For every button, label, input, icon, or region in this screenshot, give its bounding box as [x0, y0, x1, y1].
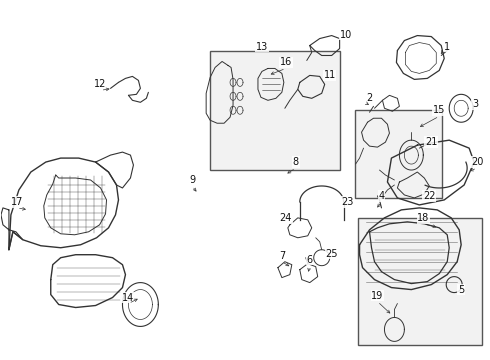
- Text: 13: 13: [256, 41, 268, 51]
- Text: 5: 5: [458, 284, 465, 294]
- Bar: [210, 50, 340, 170]
- Text: 1: 1: [444, 41, 450, 51]
- Text: 21: 21: [425, 137, 438, 147]
- Text: 12: 12: [95, 79, 107, 89]
- Text: 14: 14: [122, 293, 135, 302]
- Text: 2: 2: [367, 93, 372, 103]
- Text: 9: 9: [189, 175, 196, 185]
- Text: 20: 20: [471, 157, 483, 167]
- Text: 25: 25: [325, 249, 338, 259]
- Text: 15: 15: [433, 105, 445, 115]
- Text: 3: 3: [472, 99, 478, 109]
- Text: 24: 24: [280, 213, 292, 223]
- Text: 11: 11: [323, 71, 336, 80]
- Text: 4: 4: [378, 191, 385, 201]
- Bar: [358, 218, 482, 345]
- Text: 6: 6: [307, 255, 313, 265]
- Bar: [355, 110, 442, 198]
- Text: 18: 18: [417, 213, 429, 223]
- Text: 16: 16: [280, 58, 292, 67]
- Text: 23: 23: [342, 197, 354, 207]
- Text: 10: 10: [340, 30, 352, 40]
- Text: 22: 22: [423, 191, 436, 201]
- Text: 8: 8: [293, 157, 299, 167]
- Text: 17: 17: [11, 197, 23, 207]
- Text: 19: 19: [371, 291, 384, 301]
- Text: 7: 7: [279, 251, 285, 261]
